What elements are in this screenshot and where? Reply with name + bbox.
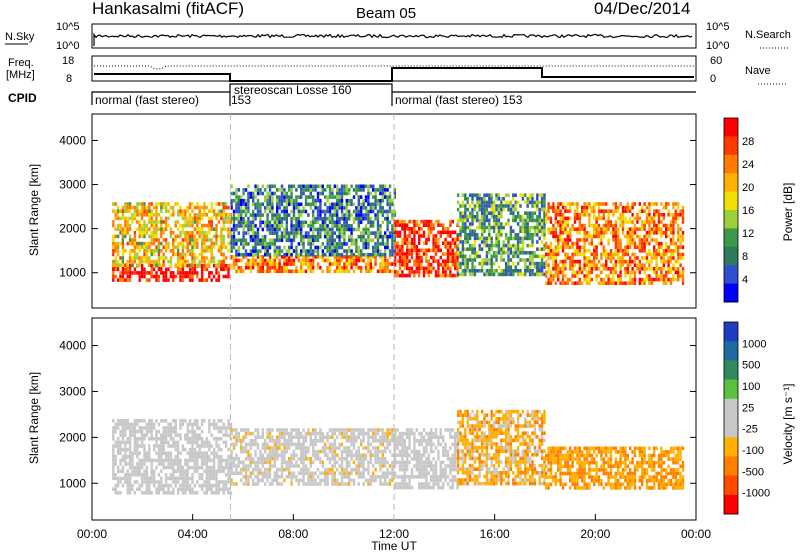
x-tick-label-5: 20:00 [580,527,610,541]
freq-tick-top: 18 [62,55,74,67]
nsearch-label: N.Search [745,29,791,41]
vel-colorbar-swatch-0 [724,322,738,342]
vel-region-1 [230,428,396,486]
cpid-segment-4: normal (fast stereo) 153 [395,93,523,107]
x-tick-label-1: 04:00 [178,527,208,541]
vel-region-0 [112,419,232,495]
nsearch-tick-bottom: 10^0 [706,40,730,52]
cpid-segment-1: normal (fast stereo) [95,93,199,107]
beam-title: Beam 05 [356,5,416,22]
vel-colorbar-swatch-3 [724,380,738,400]
power-region-6 [545,202,684,285]
nsky-tick-top: 10^5 [56,21,80,33]
power-colorbar-swatch-1 [724,136,738,155]
vel-colorbar-swatch-2 [724,360,738,380]
vel-ytick-label-3: 1000 [59,476,86,490]
power-region-5 [457,193,546,276]
power-colorbar-tick-4: 12 [742,228,754,240]
nave-tick-top: 60 [710,55,722,67]
vel-colorbar-swatch-8 [724,476,738,496]
velocity-colorbar: 1000 500 100 25 -25 -100 -500 -1000 [724,322,770,515]
power-region-2 [230,255,396,273]
vel-colorbar-tick-3: 25 [742,402,754,414]
power-colorbar-swatch-5 [724,210,738,229]
x-tick-label-4: 16:00 [480,527,510,541]
power-colorbar-tick-5: 8 [742,251,748,263]
power-colorbar-swatch-4 [724,192,738,211]
freq-tick-bottom: 8 [66,73,72,85]
power-colorbar-swatch-0 [724,118,738,137]
power-ytick-label-0: 4000 [59,133,86,147]
noise-line [94,35,692,47]
vel-colorbar-swatch-6 [724,437,738,457]
vel-colorbar-tick-4: -25 [742,424,758,436]
vel-ytick-label-0: 4000 [59,339,86,353]
frequency-step-line [94,68,694,81]
vel-region-4 [545,447,684,490]
velocity-colorbar-label: Velocity [m s⁻¹] [781,383,795,464]
station-title: Hankasalmi (fitACF) [92,0,244,18]
x-tick-label-6: 00:00 [681,527,711,541]
vel-colorbar-swatch-7 [724,456,738,476]
cpid-label: CPID [8,91,37,105]
power-colorbar-swatch-7 [724,247,738,266]
power-colorbar-swatch-9 [724,284,738,303]
vel-colorbar-tick-6: -500 [742,466,764,478]
nsearch-tick-top: 10^5 [706,21,730,33]
freq-label-2: [MHz] [6,69,35,81]
nave-tick-bottom: 0 [710,73,716,85]
vel-colorbar-tick-1: 500 [742,360,760,372]
power-colorbar-tick-2: 20 [742,182,754,194]
velocity-heatmap [112,410,684,495]
power-colorbar-swatch-2 [724,155,738,174]
vel-colorbar-swatch-4 [724,399,738,419]
nave-label: Nave [745,65,771,77]
vel-ytick-label-2: 2000 [59,430,86,444]
vel-region-2 [394,428,459,489]
power-colorbar-tick-1: 24 [742,159,754,171]
vel-colorbar-tick-2: 100 [742,381,760,393]
power-heatmap [112,185,684,286]
nsky-tick-bottom: 10^0 [56,40,80,52]
x-axis-label: Time UT [371,539,417,553]
noise-trace [94,35,692,47]
power-ytick-label-1: 3000 [59,178,86,192]
vel-colorbar-tick-7: -1000 [742,488,770,500]
nsky-label: N.Sky [5,31,35,43]
power-colorbar-swatch-6 [724,228,738,247]
vel-ytick-label-1: 3000 [59,384,86,398]
vel-colorbar-swatch-5 [724,418,738,438]
velocity-ylabel: Slant Range [km] [27,372,41,464]
power-ytick-label-2: 2000 [59,222,86,236]
power-colorbar-tick-0: 28 [742,136,754,148]
power-ylabel: Slant Range [km] [27,164,41,256]
power-ytick-label-3: 1000 [59,266,86,280]
x-tick-label-0: 00:00 [77,527,107,541]
vel-colorbar-swatch-9 [724,495,738,515]
date-title: 04/Dec/2014 [594,0,690,18]
power-colorbar-swatch-8 [724,265,738,284]
vel-colorbar-tick-0: 1000 [742,338,766,350]
vel-colorbar-tick-5: -100 [742,445,764,457]
x-tick-label-2: 08:00 [278,527,308,541]
power-region-4 [394,220,459,278]
power-colorbar-swatch-3 [724,173,738,192]
power-colorbar-tick-3: 16 [742,205,754,217]
power-colorbar: 28 24 20 16 12 8 4 [724,118,754,303]
vel-colorbar-swatch-1 [724,341,738,361]
power-colorbar-tick-6: 4 [742,274,748,286]
power-region-3 [230,185,396,257]
cpid-segment-3: stereoscan Losse 160 [234,83,352,97]
vel-region-3 [457,410,546,486]
freq-label-1: Freq. [8,57,34,69]
power-region-1 [112,202,232,267]
power-colorbar-label: Power [dB] [781,183,795,242]
